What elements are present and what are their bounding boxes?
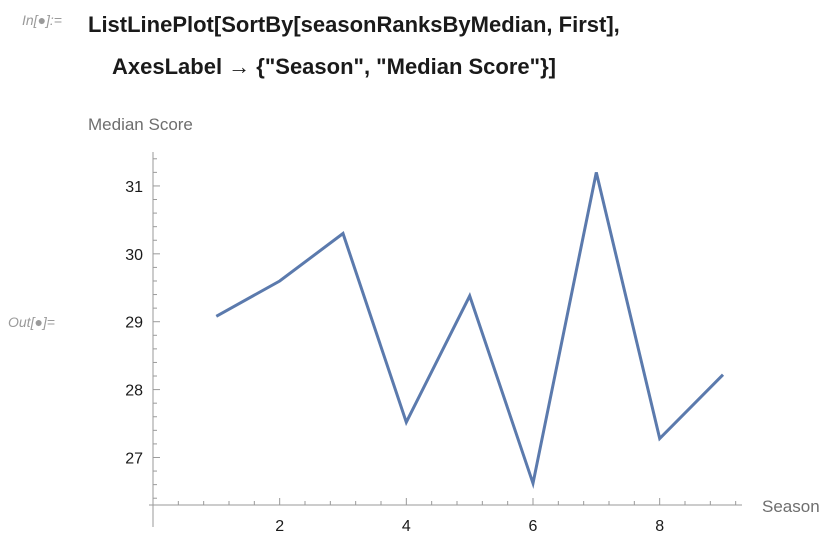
x-axis-label: Season	[762, 497, 820, 516]
x-tick-label: 2	[275, 518, 284, 535]
y-tick-label: 29	[125, 315, 143, 332]
x-tick-label: 6	[529, 518, 538, 535]
output-cell-label: Out[●]=	[8, 314, 55, 330]
y-tick-label: 30	[125, 247, 143, 264]
x-tick-label: 8	[655, 518, 664, 535]
y-tick-label: 27	[125, 450, 143, 467]
x-tick-label: 4	[402, 518, 411, 535]
input-cell-label: In[●]:=	[22, 12, 62, 28]
y-axis-label: Median Score	[88, 115, 193, 134]
series-line	[215, 172, 725, 490]
code-line-1[interactable]: ListLinePlot[SortBy[seasonRanksByMedian,…	[88, 12, 620, 37]
code-line-2[interactable]: AxesLabel → {"Season", "Median Score"}]	[112, 54, 556, 79]
y-tick-label: 31	[125, 179, 143, 196]
y-tick-label: 28	[125, 383, 143, 400]
